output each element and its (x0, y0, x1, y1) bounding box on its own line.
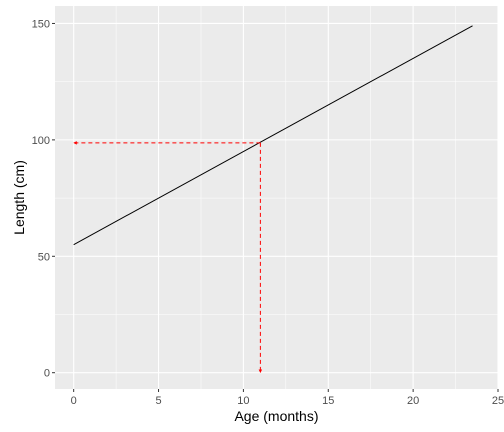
y-tick-label: 50 (38, 251, 50, 263)
x-tick-label: 20 (407, 395, 419, 407)
y-tick-label: 0 (44, 368, 50, 380)
y-axis-title: Length (cm) (11, 160, 27, 235)
x-tick-label: 25 (492, 395, 504, 407)
series-layer (73, 25, 473, 246)
series-line (73, 25, 473, 246)
y-tick-label: 150 (32, 18, 50, 30)
y-axis: 0 50 100 150 (32, 18, 55, 380)
plot-panel (55, 6, 498, 389)
grid-minor (55, 6, 498, 389)
x-tick-label: 5 (155, 395, 161, 407)
x-axis-title: Age (months) (234, 408, 318, 424)
annotation-layer (73, 141, 263, 374)
x-tick-label: 0 (71, 395, 77, 407)
x-axis: 0 5 10 15 20 25 (71, 389, 504, 407)
y-tick-label: 100 (32, 135, 50, 147)
grid-major (55, 6, 499, 389)
x-tick-label: 15 (322, 395, 334, 407)
x-tick-label: 10 (237, 395, 249, 407)
